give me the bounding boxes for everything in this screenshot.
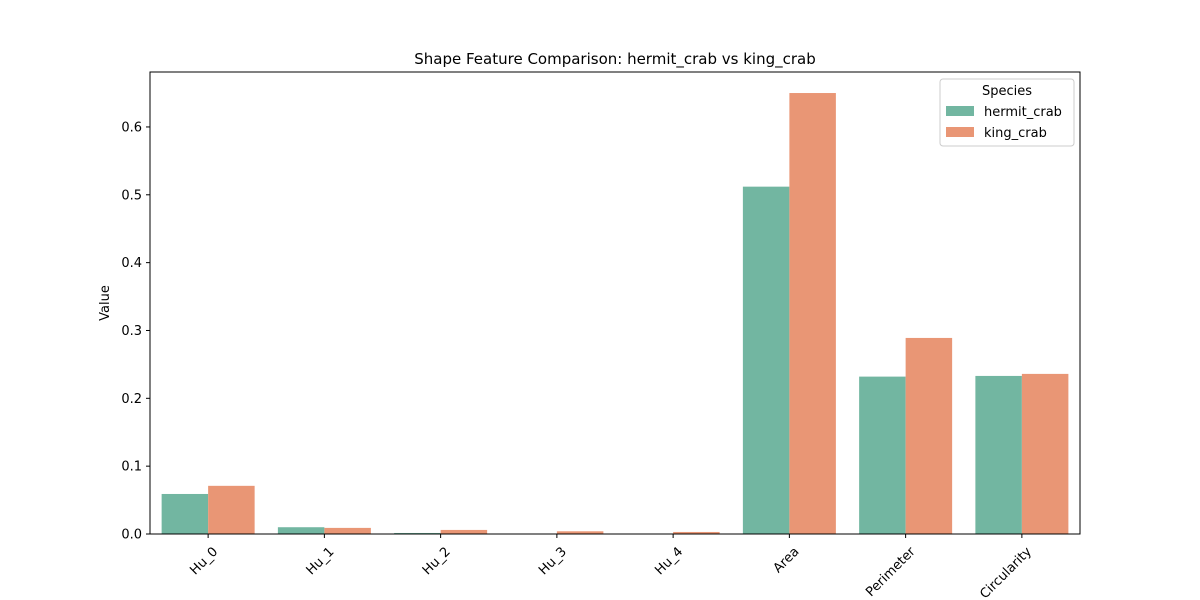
legend-swatch-king-crab [946, 127, 974, 137]
bar-hermit-crab-area [742, 186, 790, 534]
y-tick-label: 0.4 [121, 256, 142, 271]
bar-hermit-crab-hu-2 [394, 532, 441, 534]
legend-label-king-crab: king_crab [984, 126, 1047, 141]
bar-king-crab-area [789, 93, 836, 534]
bar-hermit-crab-hu-0 [161, 493, 209, 534]
legend-swatch-hermit-crab [946, 106, 974, 116]
y-tick-label: 0.2 [121, 392, 142, 407]
bar-king-crab-circularity [1021, 373, 1069, 534]
legend: Species hermit_crab king_crab [939, 78, 1075, 147]
bars-group [161, 93, 1069, 534]
legend-title: Species [982, 84, 1032, 99]
plot-frame [149, 71, 1081, 535]
y-tick-label: 0.1 [121, 460, 142, 475]
bar-king-crab-hu-3 [556, 531, 604, 534]
legend-label-hermit-crab: hermit_crab [984, 105, 1062, 120]
bar-king-crab-hu-0 [208, 485, 255, 534]
bar-hermit-crab-circularity [975, 375, 1022, 534]
bar-hermit-crab-perimeter [859, 376, 906, 534]
y-axis-title: Value [98, 285, 113, 321]
bar-king-crab-hu-4 [673, 531, 720, 534]
y-tick-label: 0.0 [121, 528, 142, 543]
y-tick-label: 0.3 [121, 324, 142, 339]
bar-king-crab-perimeter [905, 337, 953, 534]
bar-hermit-crab-hu-1 [277, 527, 325, 534]
y-tick-label: 0.6 [121, 120, 142, 135]
bar-king-crab-hu-1 [324, 527, 371, 534]
bar-king-crab-hu-2 [440, 529, 488, 534]
chart-title: Shape Feature Comparison: hermit_crab vs… [414, 50, 815, 69]
y-tick-label: 0.5 [121, 188, 142, 203]
